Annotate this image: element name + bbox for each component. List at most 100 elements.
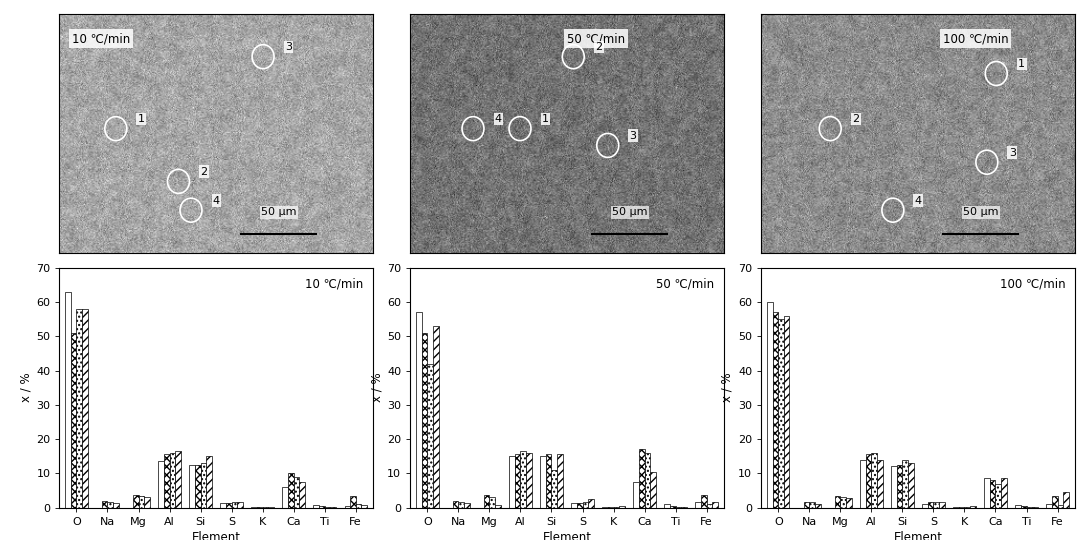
Bar bbox=[645, 453, 650, 508]
Bar bbox=[815, 504, 821, 508]
Bar bbox=[355, 504, 361, 508]
Text: 3: 3 bbox=[285, 42, 292, 52]
Bar bbox=[82, 309, 87, 508]
Bar bbox=[189, 465, 195, 508]
Bar bbox=[939, 502, 945, 508]
Bar bbox=[1021, 506, 1026, 508]
Bar bbox=[325, 507, 330, 508]
Text: 2: 2 bbox=[201, 167, 207, 177]
Text: 3: 3 bbox=[630, 131, 637, 141]
Bar bbox=[872, 453, 877, 508]
Bar bbox=[416, 312, 422, 508]
Bar bbox=[170, 454, 175, 508]
Bar bbox=[809, 502, 815, 508]
Bar bbox=[954, 507, 959, 508]
Bar bbox=[294, 477, 299, 508]
Bar bbox=[970, 506, 975, 508]
Bar bbox=[996, 484, 1001, 508]
Bar bbox=[1052, 496, 1057, 508]
Bar bbox=[990, 480, 996, 508]
Bar bbox=[526, 453, 531, 508]
Bar bbox=[521, 451, 526, 508]
Bar bbox=[664, 504, 670, 508]
Text: 1: 1 bbox=[542, 114, 549, 124]
Bar bbox=[238, 502, 243, 508]
Bar bbox=[515, 455, 521, 508]
Bar bbox=[896, 465, 903, 508]
Bar bbox=[891, 467, 896, 508]
Bar bbox=[877, 460, 882, 508]
Y-axis label: x / %: x / % bbox=[19, 373, 32, 402]
Bar bbox=[313, 505, 319, 508]
Bar bbox=[361, 505, 367, 508]
Text: 2: 2 bbox=[852, 114, 860, 124]
Bar bbox=[639, 449, 645, 508]
Bar bbox=[144, 497, 150, 508]
Bar bbox=[861, 460, 866, 508]
Bar bbox=[453, 502, 458, 508]
Bar bbox=[108, 502, 113, 508]
Bar bbox=[1063, 492, 1069, 508]
Bar bbox=[589, 499, 594, 508]
Bar bbox=[670, 506, 676, 508]
Text: 1: 1 bbox=[138, 114, 145, 124]
Bar bbox=[495, 505, 501, 508]
Bar bbox=[846, 498, 851, 508]
Bar bbox=[681, 507, 687, 508]
Text: 100 ℃/min: 100 ℃/min bbox=[1000, 278, 1065, 291]
Bar bbox=[773, 312, 779, 508]
Text: 50 μm: 50 μm bbox=[963, 207, 998, 218]
Bar bbox=[164, 455, 170, 508]
Bar bbox=[195, 465, 201, 508]
Bar bbox=[701, 495, 706, 508]
Text: 10 ℃/min: 10 ℃/min bbox=[305, 278, 363, 291]
Bar bbox=[231, 502, 238, 508]
Bar bbox=[206, 456, 212, 508]
Bar bbox=[804, 502, 809, 508]
Bar bbox=[582, 502, 589, 508]
Bar bbox=[1001, 478, 1007, 508]
Bar bbox=[71, 333, 77, 508]
Bar bbox=[1032, 507, 1038, 508]
Bar bbox=[330, 507, 336, 508]
Bar bbox=[835, 496, 840, 508]
Bar bbox=[633, 482, 639, 508]
Bar bbox=[350, 496, 355, 508]
Bar bbox=[866, 455, 872, 508]
Bar bbox=[603, 507, 608, 508]
Bar bbox=[113, 503, 119, 508]
Bar bbox=[928, 502, 933, 508]
Bar bbox=[984, 478, 990, 508]
Bar bbox=[557, 455, 563, 508]
Bar bbox=[1026, 507, 1032, 508]
Bar bbox=[299, 482, 305, 508]
Bar bbox=[489, 497, 495, 508]
Text: 4: 4 bbox=[915, 195, 922, 206]
Bar bbox=[908, 463, 914, 508]
Bar bbox=[65, 292, 71, 508]
Bar bbox=[138, 496, 144, 508]
Bar bbox=[433, 326, 438, 508]
Bar bbox=[226, 503, 231, 508]
Text: 1: 1 bbox=[1018, 59, 1025, 69]
Text: 50 μm: 50 μm bbox=[261, 207, 297, 218]
Y-axis label: x / %: x / % bbox=[370, 373, 383, 402]
Bar bbox=[706, 504, 712, 508]
Bar bbox=[283, 487, 288, 508]
Bar bbox=[288, 474, 294, 508]
X-axis label: Element: Element bbox=[542, 531, 592, 540]
Bar bbox=[922, 504, 928, 508]
Text: 50 μm: 50 μm bbox=[612, 207, 647, 218]
Bar bbox=[175, 451, 180, 508]
Bar bbox=[712, 502, 718, 508]
Text: 4: 4 bbox=[495, 114, 502, 124]
Bar bbox=[577, 503, 582, 508]
Bar bbox=[840, 497, 846, 508]
Text: 50 ℃/min: 50 ℃/min bbox=[657, 278, 714, 291]
Bar bbox=[1057, 505, 1063, 508]
Bar bbox=[540, 456, 545, 508]
Bar bbox=[102, 501, 108, 508]
Text: 10 ℃/min: 10 ℃/min bbox=[72, 32, 131, 45]
Bar bbox=[510, 456, 515, 508]
Text: 4: 4 bbox=[213, 195, 220, 206]
